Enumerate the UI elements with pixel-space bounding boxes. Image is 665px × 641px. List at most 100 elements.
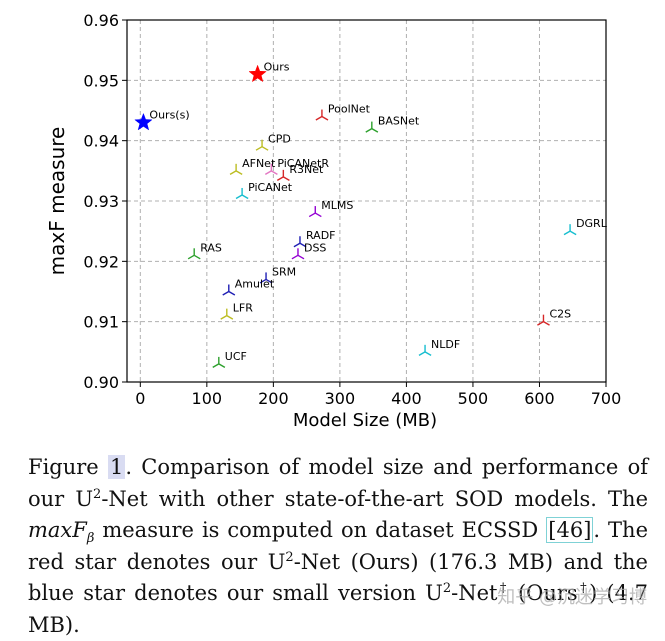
point-label: SRM xyxy=(272,265,296,278)
point-label: RAS xyxy=(200,241,222,254)
data-point: NLDF xyxy=(418,338,460,356)
tri-marker-arm xyxy=(371,127,379,133)
tri-marker-arm xyxy=(282,176,290,181)
tri-marker-arm xyxy=(299,242,307,248)
data-point: UCF xyxy=(212,350,247,369)
data-point: Ours(s) xyxy=(134,109,190,131)
point-label: R3Net xyxy=(289,163,324,176)
tri-marker-arm xyxy=(259,278,267,284)
tri-marker-arm xyxy=(543,321,550,326)
superscript: 2 xyxy=(93,486,102,502)
data-point: AFNet xyxy=(229,157,276,175)
x-axis-label: Model Size (MB) xyxy=(293,410,437,431)
y-tick-label: 0.95 xyxy=(83,71,119,90)
data-point: SRM xyxy=(259,265,296,284)
tri-marker-arm xyxy=(226,315,234,320)
citation-link[interactable]: [46] xyxy=(546,517,594,543)
superscript: 2 xyxy=(442,581,452,596)
x-tick-label: 300 xyxy=(325,389,356,408)
caption-fig-label: Figure xyxy=(28,455,99,479)
y-tick-label: 0.92 xyxy=(83,252,119,271)
caption-text: -Net (Ours) (176.3 MB) and the blue star… xyxy=(28,549,648,606)
caption-text: . The red star denotes our U xyxy=(28,518,648,574)
point-label: RADF xyxy=(306,229,336,242)
tri-marker-arm xyxy=(235,194,243,200)
superscript: 2 xyxy=(285,549,294,565)
axes-layer: 0 100 200 300 400 500 600 700 0.90 0.91 0.92 0.93 0.… xyxy=(83,11,621,408)
tri-marker-arm xyxy=(321,115,329,121)
point-label: UCF xyxy=(225,350,247,363)
data-point: LFR xyxy=(220,302,253,320)
tri-marker-arm xyxy=(187,254,195,260)
grid-layer xyxy=(127,19,607,383)
data-point: RADF xyxy=(293,229,336,248)
data-point: DGRL xyxy=(563,217,608,236)
tri-marker-arm xyxy=(569,230,577,236)
y-tick-label: 0.91 xyxy=(83,313,119,332)
y-tick-label: 0.96 xyxy=(83,11,119,30)
tri-marker-arm xyxy=(271,170,278,175)
x-tick-label: 500 xyxy=(458,389,489,408)
tri-marker-arm xyxy=(265,278,273,284)
point-label: CPD xyxy=(268,133,291,146)
point-label: DSS xyxy=(304,241,326,254)
caption-text: -Net xyxy=(451,581,498,605)
caption-text: (Ours xyxy=(508,581,578,605)
tri-marker-arm xyxy=(308,212,316,218)
data-point: MLMS xyxy=(308,199,353,218)
tri-marker-arm xyxy=(261,146,269,151)
y-tick-label: 0.90 xyxy=(83,373,119,392)
data-point: PoolNet xyxy=(315,103,371,121)
tri-marker-arm xyxy=(365,127,373,133)
y-axis-label: maxF measure xyxy=(45,127,69,276)
tri-marker-arm xyxy=(276,176,284,181)
data-point: R3Net xyxy=(276,163,324,181)
x-tick-label: 700 xyxy=(591,389,622,408)
watermark: 知乎 @沉迷学习博 xyxy=(497,587,647,608)
tri-marker-arm xyxy=(418,351,426,356)
data-point: C2S xyxy=(537,308,571,326)
point-label: C2S xyxy=(549,308,571,321)
data-point: Ours xyxy=(248,60,290,83)
point-label: Ours xyxy=(264,60,290,73)
x-tick-label: 600 xyxy=(524,389,555,408)
tri-marker-arm xyxy=(235,170,243,175)
tri-marker-arm xyxy=(424,351,432,356)
x-tick-label: 200 xyxy=(258,389,289,408)
math-maxf: maxFβ xyxy=(28,518,95,547)
tri-marker-arm xyxy=(314,212,322,218)
caption-text: -Net with other state-of-the-art SOD mod… xyxy=(101,486,648,511)
point-label: Amulet xyxy=(235,278,275,291)
superscript: † xyxy=(497,581,509,596)
point-label: Ours(s) xyxy=(149,109,189,122)
tri-marker-arm xyxy=(220,315,228,320)
data-point: DSS xyxy=(291,241,326,260)
x-tick-label: 400 xyxy=(391,389,422,408)
data-point: Amulet xyxy=(222,278,275,296)
data-point: PiCANet xyxy=(235,181,293,200)
tri-marker-arm xyxy=(222,290,230,296)
star-marker xyxy=(248,64,267,83)
data-point: BASNet xyxy=(365,115,420,133)
tri-marker-arm xyxy=(537,321,544,326)
point-label: MLMS xyxy=(321,199,353,212)
tri-marker-arm xyxy=(255,146,263,151)
chart-container: 0 100 200 300 400 500 600 700 0.90 0.91 0.92 0.93 0.… xyxy=(45,11,621,431)
tri-marker-arm xyxy=(264,170,272,175)
figure-caption: Figure 1. Comparison of model size and p… xyxy=(28,452,648,641)
point-label: PiCANetR xyxy=(277,157,329,170)
superscript: † xyxy=(577,581,590,596)
caption-fig-number[interactable]: 1 xyxy=(107,455,126,479)
point-label: AFNet xyxy=(242,157,276,170)
y-tick-label: 0.94 xyxy=(83,132,119,151)
star-marker xyxy=(134,112,153,131)
point-label: NLDF xyxy=(431,338,460,351)
caption-text: . Comparison of model size and performan… xyxy=(28,455,648,511)
tri-marker-arm xyxy=(563,230,571,236)
scatter-chart: 0 100 200 300 400 500 600 700 0.90 0.91 0.92 0.93 0.… xyxy=(45,11,621,431)
data-point: RAS xyxy=(187,241,222,260)
tri-marker-arm xyxy=(315,115,323,121)
tri-marker-arm xyxy=(241,194,249,200)
tri-marker-arm xyxy=(229,170,237,175)
